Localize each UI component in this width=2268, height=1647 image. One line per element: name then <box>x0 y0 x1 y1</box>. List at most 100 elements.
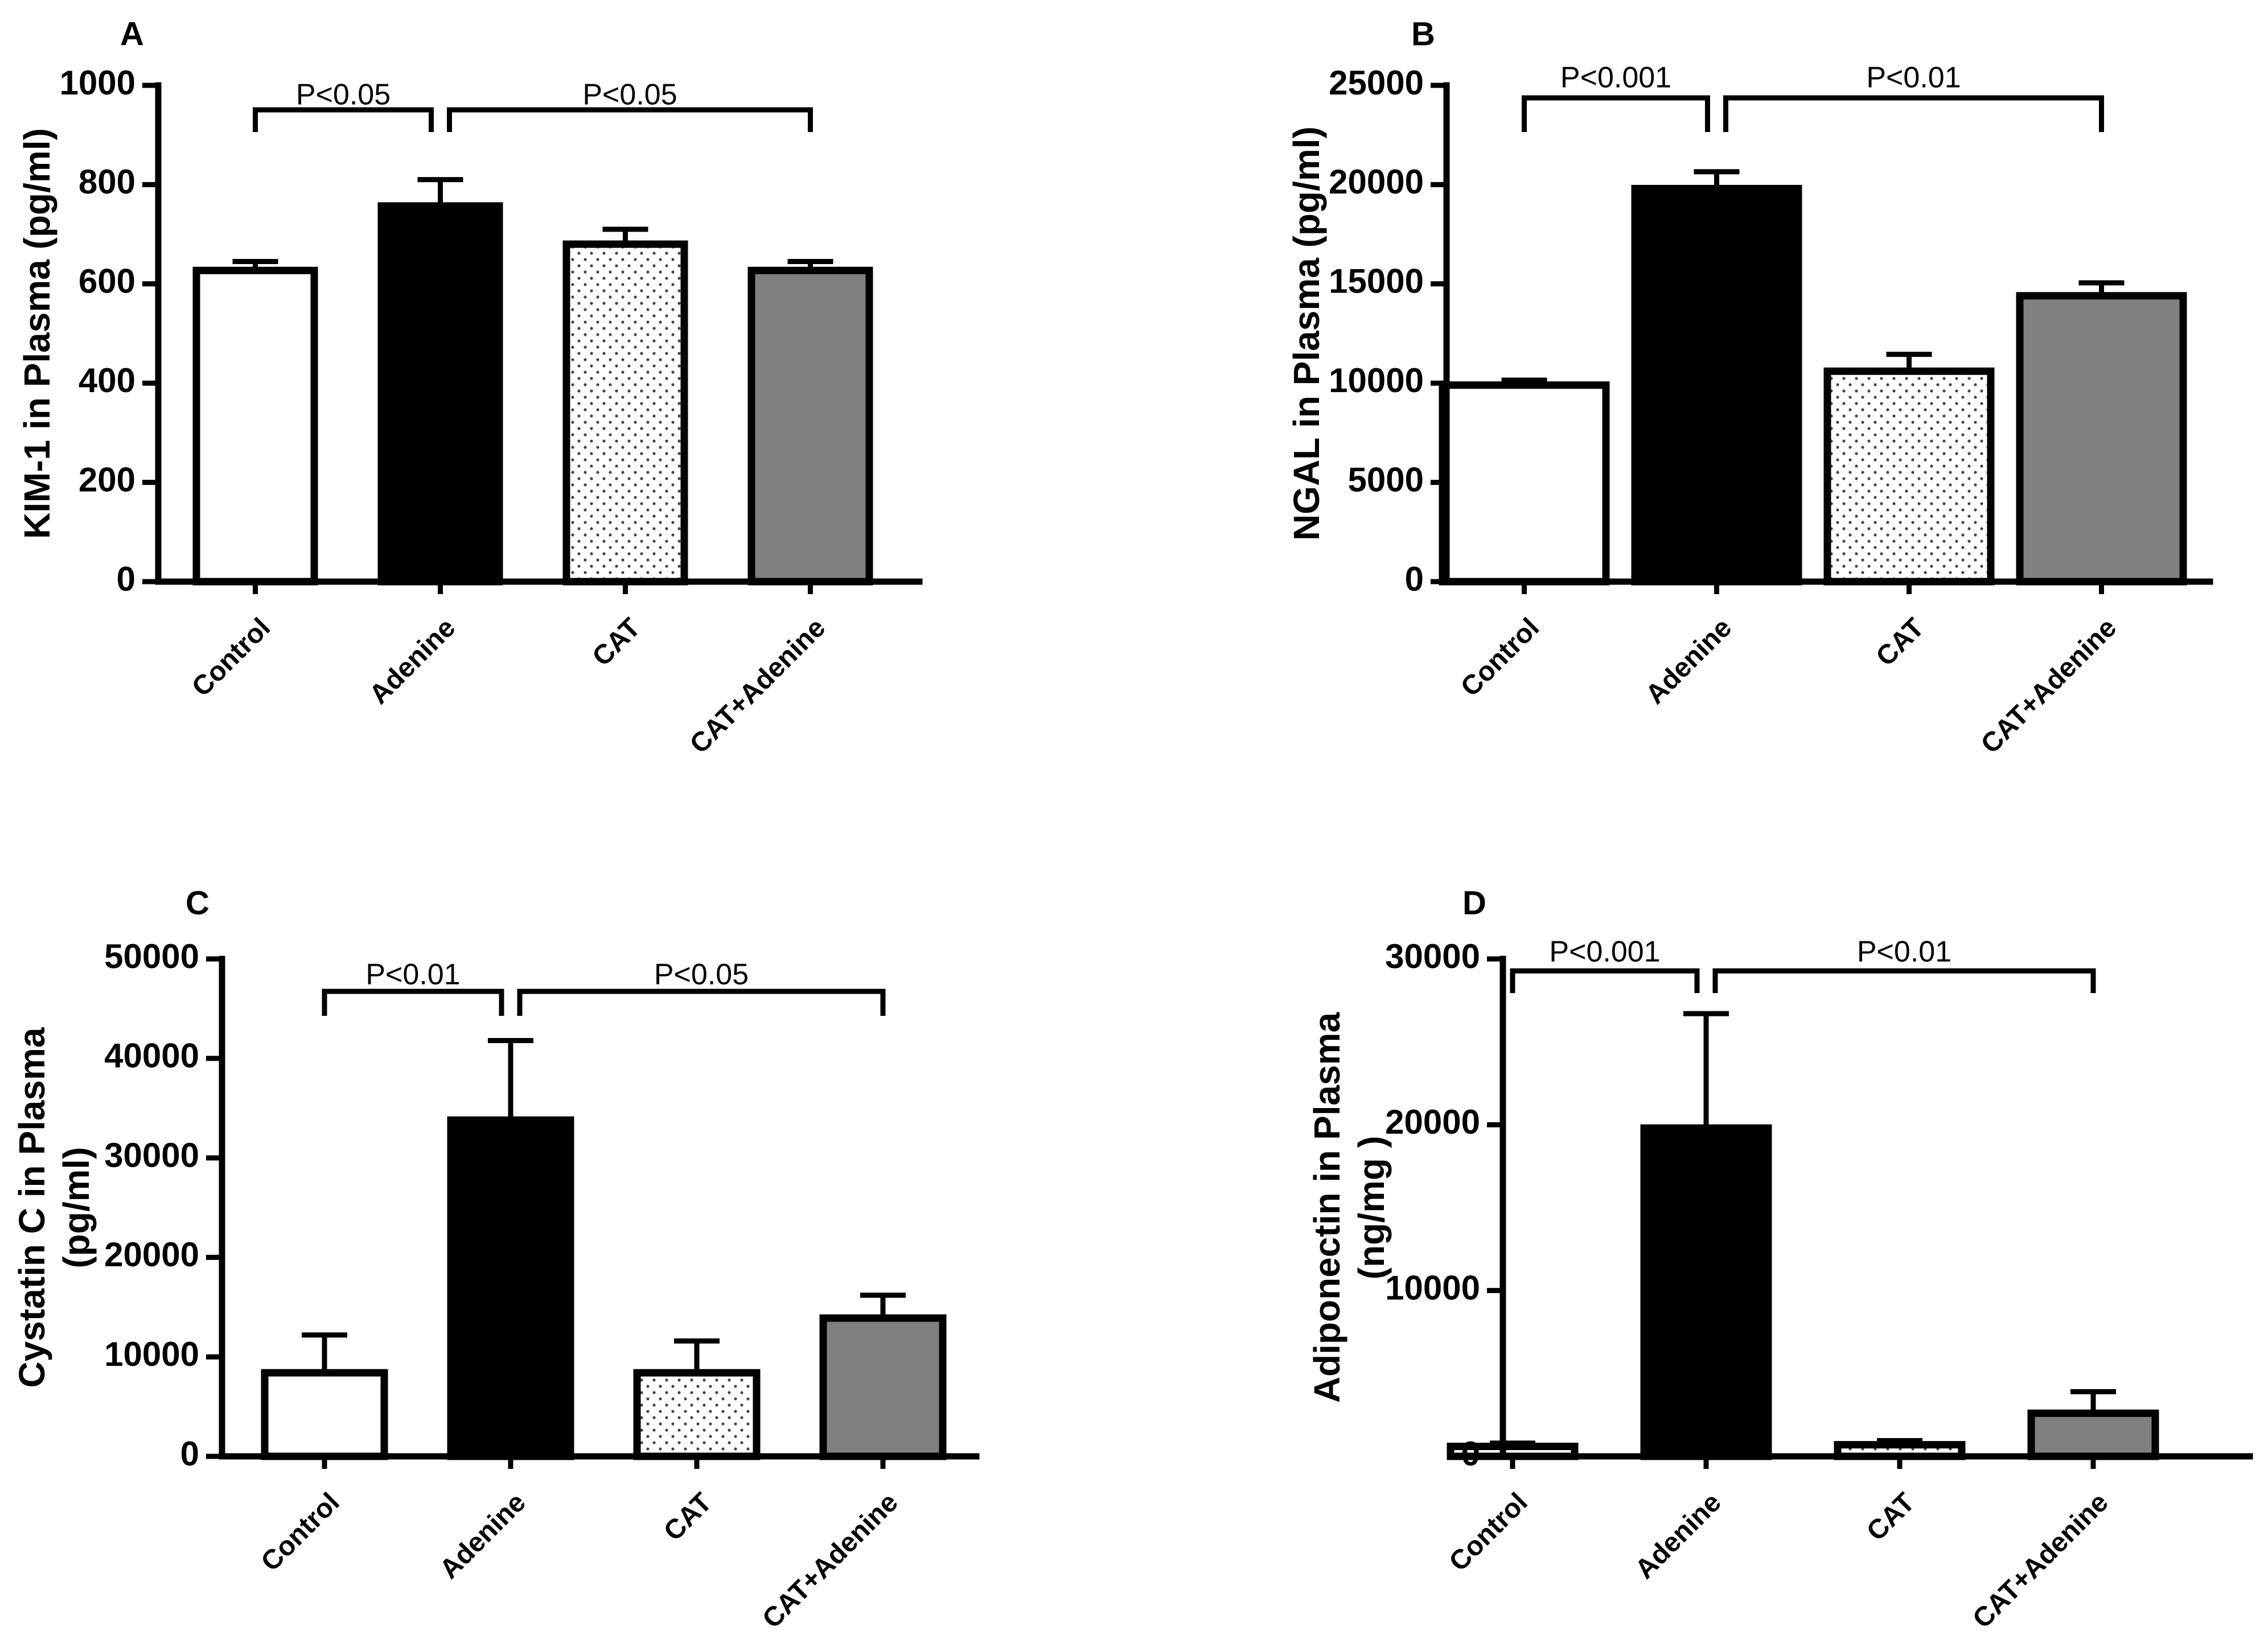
error-bar <box>302 1332 347 1373</box>
bar-control <box>261 1369 388 1460</box>
significance-bracket: P<0.001 <box>1510 936 1700 993</box>
significance-bracket: P<0.01 <box>1723 61 2104 132</box>
error-bar <box>488 1037 533 1121</box>
panel-a-kim1-chart: A 0 200 400 600 800 1000 Control Adenine CAT CAT+A… <box>17 15 923 760</box>
error-bar <box>2070 1389 2116 1414</box>
bracket-line <box>253 107 434 132</box>
bar-adenine <box>447 1116 574 1460</box>
panel-b-ngal-chart: B 0 5000 10000 15000 20000 25000 Control Adenine… <box>1286 15 2213 760</box>
significance-bracket: P<0.05 <box>253 79 434 132</box>
y-axis-label: (pg/ml) <box>56 1147 97 1268</box>
p-value-label: P<0.01 <box>1857 936 1951 969</box>
panel-letter: B <box>1411 15 1435 52</box>
error-bar <box>1694 169 1740 189</box>
x-category-label: Adenine <box>1629 1487 1727 1584</box>
y-tick-label: 20000 <box>104 1236 199 1274</box>
y-tick-label: 0 <box>1405 560 1424 598</box>
significance-bracket: P<0.05 <box>447 79 813 132</box>
y-tick-label: 1000 <box>60 64 135 102</box>
y-tick-label: 800 <box>79 163 135 201</box>
y-tick-label: 600 <box>79 262 135 300</box>
p-value-label: P<0.001 <box>1560 61 1671 94</box>
x-category-label: Control <box>1444 1487 1534 1577</box>
x-category-label: CAT <box>658 1487 718 1547</box>
bracket-line <box>1522 95 1710 132</box>
x-category-label: Adenine <box>434 1487 531 1584</box>
p-value-label: P<0.001 <box>1549 936 1660 969</box>
bar-cat <box>562 240 688 586</box>
bar-cat-adenine <box>747 266 873 586</box>
bar-cat-adenine <box>2027 1409 2159 1460</box>
significance-bracket: P<0.05 <box>517 958 886 1016</box>
error-bar <box>787 259 833 271</box>
bar-adenine <box>1640 1124 1772 1460</box>
y-tick-label: 10000 <box>1385 1269 1480 1307</box>
significance-bracket: P<0.01 <box>322 958 504 1016</box>
error-bar <box>232 259 278 271</box>
error-bar <box>1877 1438 1922 1445</box>
p-value-label: P<0.01 <box>1866 61 1961 94</box>
significance-bracket: P<0.001 <box>1522 61 1710 132</box>
p-value-label: P<0.01 <box>365 958 460 991</box>
panel-letter: C <box>186 884 209 921</box>
error-bar <box>417 177 463 206</box>
x-category-label: CAT+Adenine <box>1967 1487 2114 1634</box>
p-value-label: P<0.05 <box>582 79 677 112</box>
bar-adenine <box>1631 184 1802 586</box>
y-tick-label: 25000 <box>1329 64 1424 102</box>
y-tick-label: 10000 <box>1329 361 1424 400</box>
x-category-label: Adenine <box>1640 612 1737 710</box>
y-tick-label: 40000 <box>104 1037 199 1075</box>
x-category-label: CAT <box>1871 612 1930 672</box>
y-tick-label: 15000 <box>1329 262 1424 300</box>
p-value-label: P<0.05 <box>296 79 391 112</box>
x-category-label: Control <box>1455 612 1545 702</box>
bracket-line <box>447 107 813 132</box>
bar-cat-adenine <box>2016 292 2187 586</box>
error-bar <box>1683 1011 1729 1129</box>
bracket-line <box>517 989 886 1016</box>
x-category-label: CAT+Adenine <box>757 1487 903 1634</box>
x-category-label: CAT+Adenine <box>1975 612 2122 759</box>
y-axis-label: KIM-1 in Plasma (pg/ml) <box>17 128 57 539</box>
y-axis-label: Adiponectin in Plasma <box>1306 1012 1347 1403</box>
error-bar <box>602 227 648 245</box>
y-tick-label: 400 <box>79 361 135 400</box>
error-bar <box>860 1292 906 1319</box>
x-category-label: CAT <box>587 612 647 672</box>
y-tick-label: 0 <box>117 560 135 598</box>
y-axis-label: Cystatin C in Plasma <box>11 1027 52 1388</box>
y-axis-label: NGAL in Plasma (pg/ml) <box>1286 126 1327 541</box>
bracket-line <box>1510 968 1700 993</box>
bar-control <box>1439 381 1610 586</box>
bracket-line <box>1723 95 2104 132</box>
p-value-label: P<0.05 <box>654 958 749 991</box>
y-axis-label: (ng/mg ) <box>1351 1136 1392 1279</box>
y-tick-label: 20000 <box>1385 1103 1480 1141</box>
y-tick-label: 10000 <box>104 1335 199 1373</box>
error-bar <box>674 1338 720 1373</box>
y-tick-label: 0 <box>1461 1435 1480 1473</box>
bar-adenine <box>377 202 503 586</box>
bracket-line <box>322 989 504 1016</box>
significance-bracket: P<0.01 <box>1712 936 2096 993</box>
panel-d-adiponectin-chart: D 0 10000 20000 30000 Control Adenine CAT CAT+Ad… <box>1306 884 2253 1634</box>
y-tick-label: 30000 <box>1385 937 1480 975</box>
y-tick-label: 30000 <box>104 1136 199 1174</box>
error-bar <box>1501 377 1547 385</box>
panel-letter: D <box>1462 884 1486 921</box>
error-bar <box>1886 352 1932 372</box>
y-tick-label: 20000 <box>1329 163 1424 201</box>
bar-cat <box>1823 367 1995 586</box>
x-category-label: Adenine <box>364 612 461 710</box>
y-tick-label: 0 <box>180 1435 199 1473</box>
bar-cat <box>633 1369 761 1460</box>
panel-letter: A <box>120 15 144 52</box>
x-category-label: Control <box>186 612 276 702</box>
bar-control <box>192 266 318 586</box>
x-category-label: Control <box>256 1487 346 1577</box>
y-tick-label: 5000 <box>1348 460 1424 499</box>
bar-cat-adenine <box>819 1314 947 1460</box>
